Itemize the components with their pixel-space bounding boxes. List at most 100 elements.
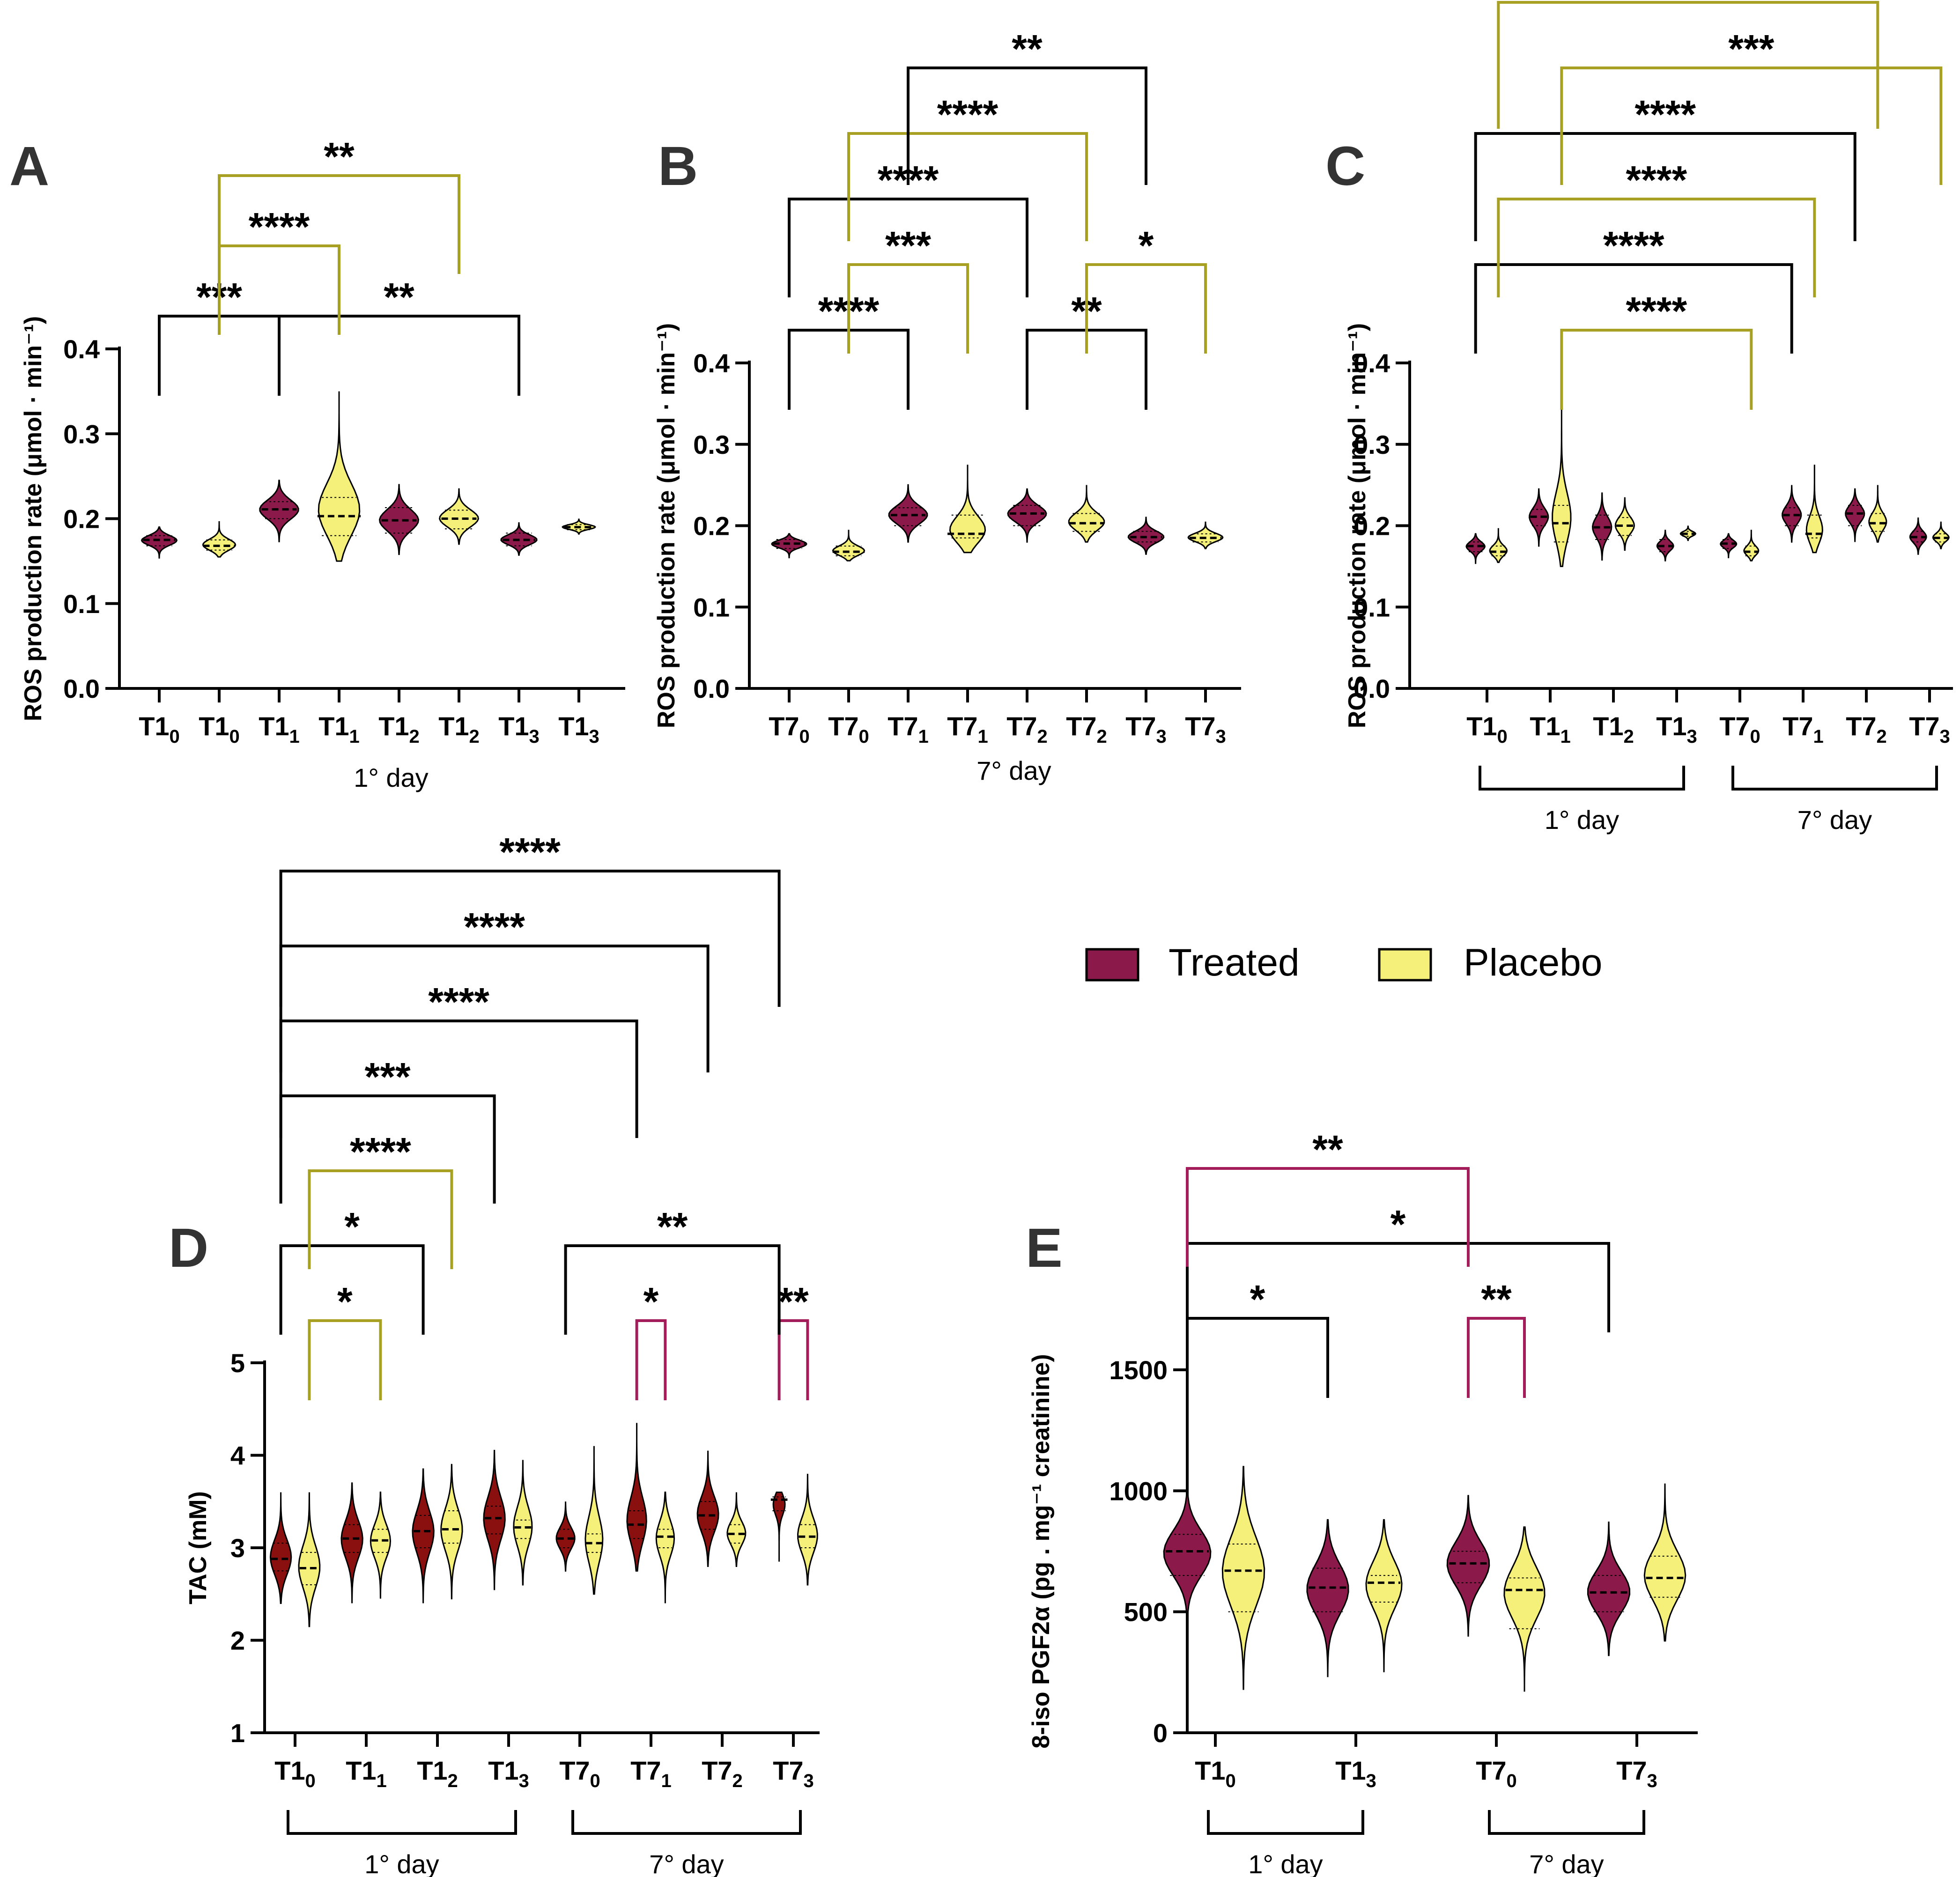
violin <box>1446 1495 1490 1637</box>
panel-label: B <box>658 135 698 197</box>
group-label: 1° day <box>1545 805 1619 835</box>
significance-bracket <box>218 174 460 274</box>
violin <box>1643 1483 1686 1642</box>
significance-label: **** <box>350 1130 411 1174</box>
significance-bracket <box>1474 263 1793 354</box>
violin <box>772 1492 786 1562</box>
x-tick-label: T11 <box>259 711 300 747</box>
x-tick-label: T13 <box>498 711 540 747</box>
panel-label: E <box>1026 1217 1063 1279</box>
violin <box>1868 485 1887 543</box>
violin <box>412 1468 435 1604</box>
significance-bracket <box>279 1244 425 1335</box>
y-tick-label: 0.2 <box>63 504 100 534</box>
y-tick-label: 0.1 <box>693 592 730 622</box>
x-tick-label: T13 <box>488 1756 529 1791</box>
significance-bracket <box>777 1319 809 1400</box>
y-tick-label: 0.0 <box>63 674 100 703</box>
significance-label: * <box>337 1279 353 1323</box>
y-tick-label: 0.0 <box>693 674 730 703</box>
violin <box>1932 521 1950 549</box>
significance-label: ** <box>384 275 414 319</box>
x-tick-label: T72 <box>1006 711 1048 747</box>
significance-bracket <box>279 870 781 1007</box>
violin <box>832 530 865 562</box>
violin <box>340 1482 363 1604</box>
violin <box>1221 1466 1265 1690</box>
x-tick-label: T73 <box>773 1756 814 1791</box>
y-tick-label: 0.3 <box>1354 430 1390 459</box>
panel-label: C <box>1325 135 1365 197</box>
significance-label: * <box>1390 1202 1406 1246</box>
violin <box>1007 488 1047 543</box>
significance-label: **** <box>1657 0 1719 5</box>
y-tick-label: 1 <box>230 1718 245 1748</box>
violin <box>1782 485 1802 543</box>
significance-bracket <box>788 198 1028 297</box>
x-tick-label: T13 <box>1335 1756 1376 1791</box>
group-bracket <box>1207 1810 1364 1835</box>
significance-label: ** <box>1481 1277 1512 1321</box>
significance-bracket <box>847 263 969 354</box>
significance-bracket <box>218 244 340 335</box>
x-tick-label: T13 <box>1656 711 1697 747</box>
violin <box>1845 488 1865 542</box>
x-tick-label: T70 <box>1719 711 1760 747</box>
x-tick-label: T13 <box>558 711 599 747</box>
significance-bracket <box>564 1244 781 1335</box>
significance-label: **** <box>499 830 561 874</box>
legend: Treated Placebo <box>1085 941 1602 984</box>
x-tick-label: T71 <box>630 1756 672 1791</box>
violin <box>655 1492 675 1604</box>
panel-d: D 1 2 3 4 5 TAC (mM) T10 T11 T12 T13 T70 T71 T72 T73 1°… <box>169 830 820 1877</box>
violin <box>1679 525 1697 541</box>
violin <box>626 1423 647 1572</box>
violin <box>370 1492 392 1599</box>
significance-label: **** <box>249 205 310 249</box>
x-tick-label: T70 <box>1476 1756 1517 1791</box>
group-label: 1° day <box>1248 1849 1323 1877</box>
significance-bracket <box>308 1169 453 1269</box>
y-tick-label: 0.3 <box>63 419 100 449</box>
legend-swatch-placebo <box>1378 948 1432 982</box>
violin <box>1587 1522 1631 1656</box>
panel-a: A 0.0 0.1 0.2 0.3 0.4 ROS production rate (μmo… <box>9 134 625 792</box>
violin <box>202 521 237 558</box>
group-bracket <box>287 1810 517 1835</box>
violin <box>1909 517 1927 555</box>
x-tick-label: T11 <box>346 1756 387 1791</box>
significance-label: *** <box>885 223 931 267</box>
x-tick-label: T71 <box>1782 711 1824 747</box>
y-tick-label: 2 <box>230 1626 245 1655</box>
x-tick-label: T73 <box>1185 711 1226 747</box>
significance-bracket <box>1560 329 1753 410</box>
significance-bracket <box>278 315 520 396</box>
violin <box>1720 533 1738 558</box>
x-tick-label: T72 <box>1066 711 1107 747</box>
x-tick-label: T11 <box>1530 711 1571 747</box>
group-label: 7° day <box>649 1849 724 1877</box>
y-tick-label: 500 <box>1124 1597 1168 1627</box>
violin <box>1503 1526 1546 1692</box>
violin <box>771 533 807 559</box>
violin <box>1163 1490 1212 1636</box>
violin <box>483 1449 506 1590</box>
legend-swatch-treated <box>1085 948 1139 982</box>
y-tick-label: 0.4 <box>693 348 730 378</box>
x-tick-label: T70 <box>828 711 869 747</box>
violin <box>1614 497 1635 551</box>
significance-bracket <box>1186 1167 1470 1267</box>
x-tick-label: T73 <box>1616 1756 1657 1791</box>
y-tick-label: 0.0 <box>1354 674 1390 703</box>
significance-bracket <box>1186 1317 1329 1398</box>
x-tick-label: T10 <box>274 1756 316 1791</box>
group-bracket <box>1488 1810 1645 1835</box>
group-label: 1° day <box>364 1849 439 1877</box>
violin <box>298 1492 321 1627</box>
significance-label: * <box>1139 223 1154 267</box>
y-tick-label: 1500 <box>1109 1355 1168 1385</box>
x-tick-label: T73 <box>1909 711 1950 747</box>
violin <box>1306 1519 1349 1677</box>
significance-label: ** <box>778 1279 809 1323</box>
